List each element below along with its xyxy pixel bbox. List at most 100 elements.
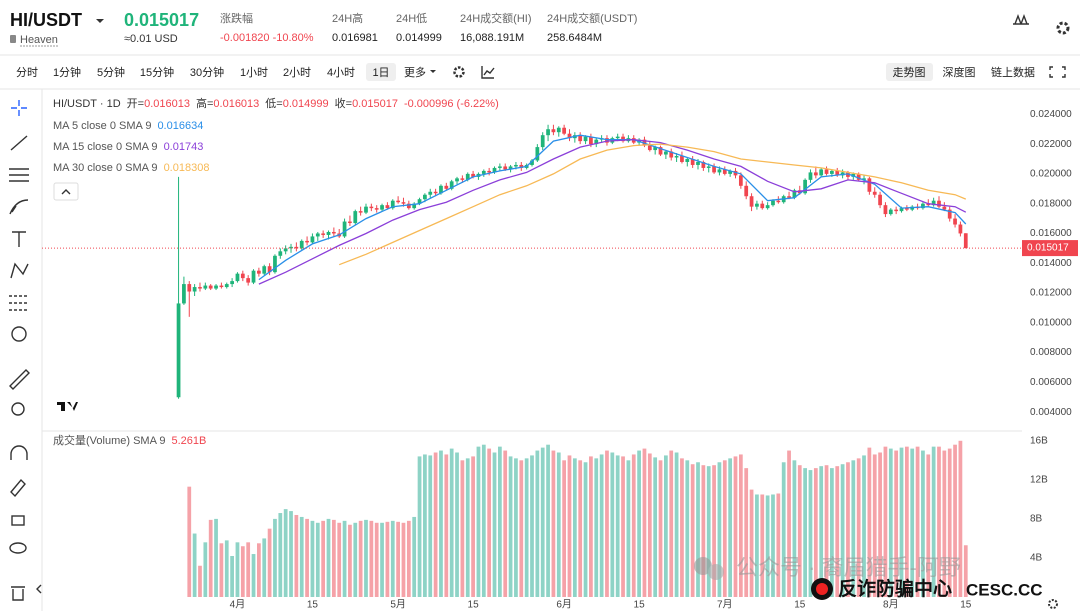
volume-bar: [562, 460, 567, 597]
candle-body: [503, 166, 508, 170]
volume-bar: [283, 509, 288, 597]
x-tick-label: 15: [960, 600, 972, 611]
volume-bar: [465, 458, 470, 597]
candle-body: [358, 211, 363, 213]
ohlc-value: 0.015017: [352, 98, 398, 110]
interval-tab[interactable]: 15分钟: [140, 65, 174, 79]
dropdown-icon[interactable]: [430, 70, 436, 73]
dropdown-icon[interactable]: [96, 19, 104, 23]
interval-tab[interactable]: 2小时: [283, 66, 311, 79]
view-tab[interactable]: 链上数据: [991, 65, 1035, 79]
volume-bar: [487, 448, 492, 597]
price-usd: ≈0.01 USD: [124, 33, 178, 45]
visibility-tool[interactable]: [9, 542, 27, 554]
volume-bar: [738, 454, 743, 597]
interval-tab[interactable]: 1日: [372, 67, 389, 79]
x-tick-label: 4月: [230, 599, 246, 611]
candle-body: [674, 156, 679, 158]
stat-value: -0.001820 -10.80%: [220, 32, 314, 44]
candle-body: [760, 203, 765, 209]
brush-tool[interactable]: [9, 199, 29, 215]
candle-body: [647, 145, 652, 151]
candle-body: [423, 194, 427, 200]
volume-bar: [605, 450, 609, 597]
interval-tab[interactable]: 1小时: [240, 66, 268, 79]
candle-body: [273, 255, 277, 273]
line-tool[interactable]: [10, 135, 28, 151]
candle-body: [331, 231, 336, 234]
volume-bar: [331, 519, 336, 597]
ruler-tool[interactable]: [9, 369, 30, 390]
candle-body: [380, 205, 384, 210]
pair[interactable]: HI/USDT: [10, 10, 82, 30]
lock-tool[interactable]: [11, 515, 25, 526]
predict-tool[interactable]: [9, 295, 29, 311]
collapse-icon[interactable]: [36, 584, 42, 594]
interval-tab[interactable]: 30分钟: [190, 65, 224, 79]
wechat-icon: [694, 557, 712, 575]
candle-body: [578, 135, 583, 142]
axis-settings-icon[interactable]: [1048, 599, 1058, 609]
collapse-icon[interactable]: [61, 189, 71, 195]
text-tool[interactable]: [12, 231, 26, 247]
change-value: -0.000996 (-6.22%): [404, 98, 499, 110]
volume-bar: [369, 520, 374, 597]
zoom-tool[interactable]: [11, 402, 25, 416]
settings-icon[interactable]: [453, 66, 465, 78]
volume-bar: [455, 452, 459, 597]
candle-body: [198, 287, 202, 289]
volume-bar: [305, 518, 309, 597]
candle-body: [733, 170, 738, 176]
interval-tab[interactable]: 分时: [16, 66, 38, 79]
ma-line: [258, 134, 967, 281]
pattern-tool[interactable]: [10, 262, 29, 279]
candle-body: [208, 285, 213, 289]
volume-bar: [808, 470, 813, 597]
lock-draw-tool[interactable]: [10, 478, 26, 498]
candle-body: [326, 231, 331, 235]
candle-body: [369, 206, 374, 209]
ma-legend: MA 15 close 0 SMA 9 0.01743: [53, 141, 203, 153]
volume-bar: [444, 454, 449, 597]
volume-bar: [701, 465, 706, 597]
ohlc-label: 开=: [127, 98, 144, 110]
magnet-tool[interactable]: [10, 445, 28, 460]
candle-body: [224, 284, 229, 288]
volume-bar: [540, 447, 545, 597]
tv-logo: [53, 396, 81, 418]
indicator-icon[interactable]: [481, 66, 495, 79]
collapse-button[interactable]: [53, 182, 79, 201]
volume-bar: [851, 460, 856, 597]
volume-bar: [787, 450, 791, 597]
compare-icon[interactable]: [1013, 14, 1029, 25]
interval-tab[interactable]: 1分钟: [53, 65, 81, 79]
interval-tab[interactable]: 4小时: [327, 66, 355, 79]
view-tab[interactable]: 深度图: [943, 65, 976, 79]
settings-icon[interactable]: [1056, 21, 1070, 35]
volume-bar: [567, 455, 572, 597]
volume-bar: [685, 460, 690, 597]
candle-body: [492, 167, 497, 173]
x-tick-label: 15: [794, 600, 806, 611]
candle-body: [862, 178, 866, 180]
volume-bar: [246, 542, 251, 597]
fib-tool[interactable]: [9, 168, 29, 182]
view-tab[interactable]: 走势图: [893, 66, 926, 79]
candle-body: [583, 136, 588, 142]
cursor-tool[interactable]: [11, 100, 27, 116]
candle-body: [605, 138, 609, 143]
delete-tool[interactable]: [11, 586, 25, 601]
volume-bar: [524, 458, 529, 597]
emoji-tool[interactable]: [11, 326, 27, 342]
candle-body: [182, 284, 186, 304]
header-icons[interactable]: [1013, 14, 1070, 35]
interval-tab[interactable]: 5分钟: [97, 65, 125, 79]
candle-body: [867, 178, 872, 192]
candle-body: [894, 209, 899, 212]
watermark-org: 反诈防骗中心: [838, 577, 952, 600]
watermark-account: 公众号 · 裔届猎手-阿野: [736, 555, 961, 580]
fullscreen-icon[interactable]: [1049, 66, 1066, 78]
more-button[interactable]: 更多: [404, 65, 426, 79]
volume-bar: [733, 456, 738, 597]
candle-body: [471, 173, 475, 177]
